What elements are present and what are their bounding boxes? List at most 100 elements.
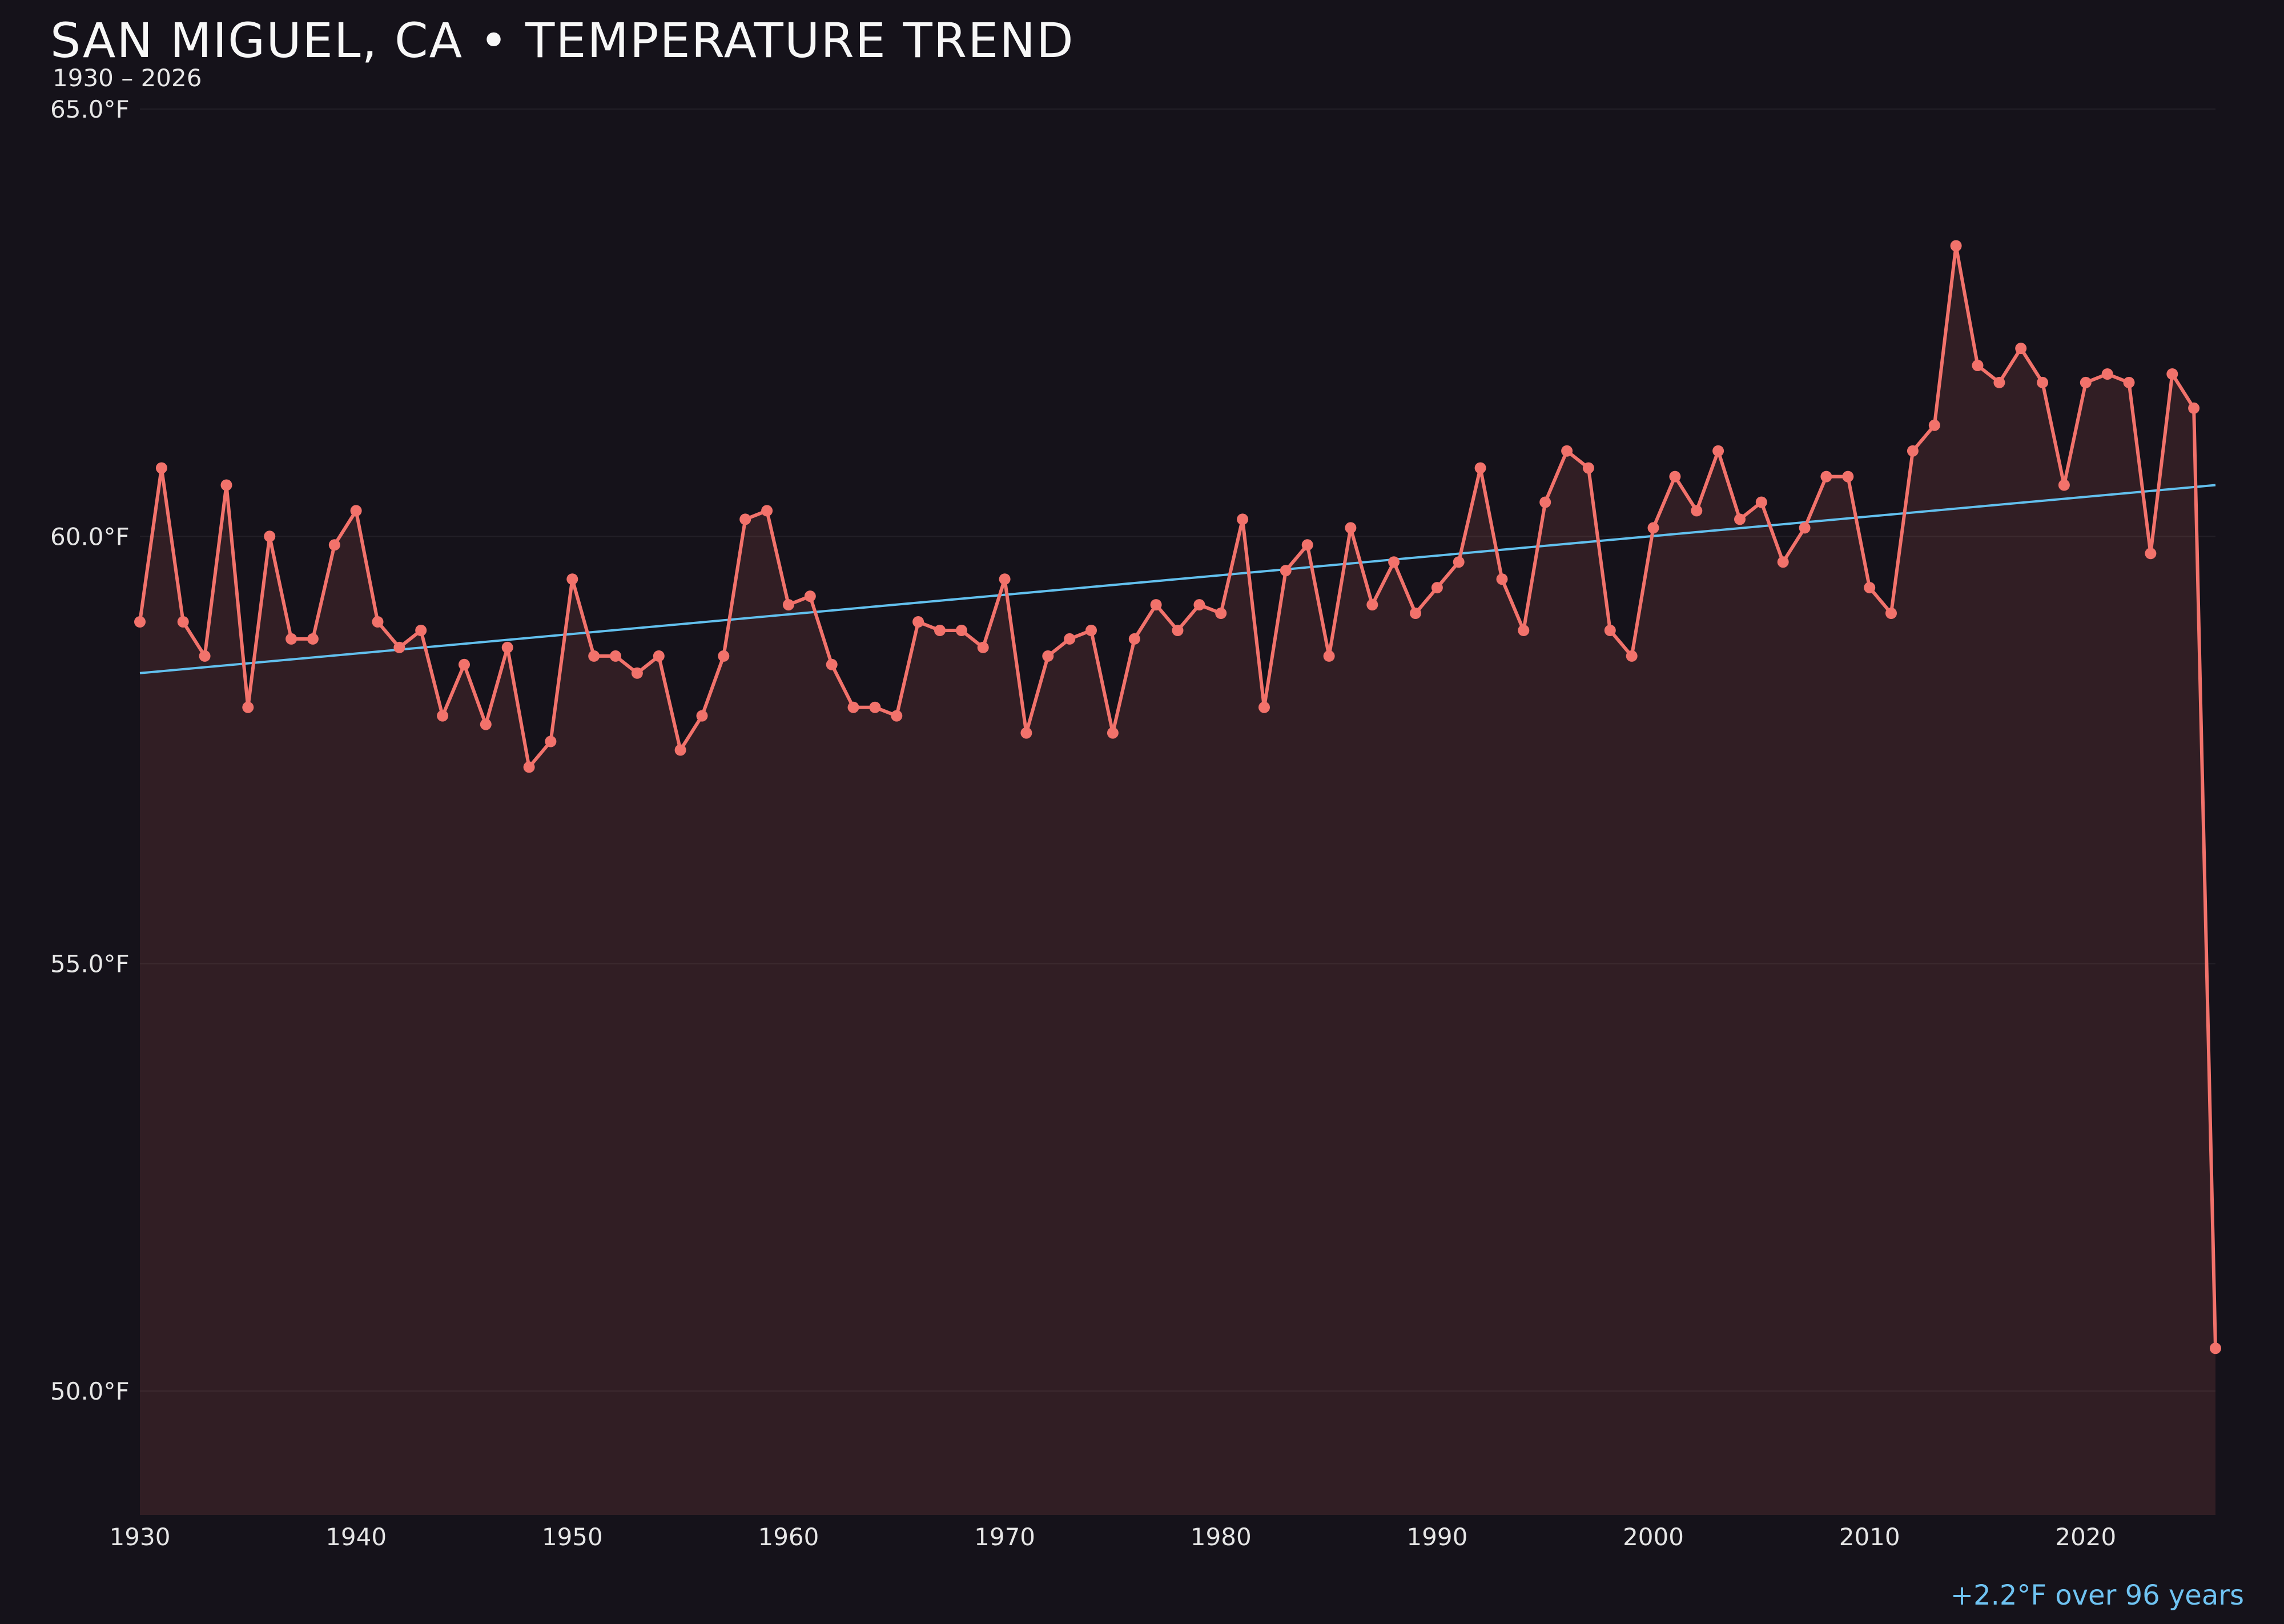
data-point [610,650,621,662]
data-point [286,633,297,645]
data-point [847,701,859,713]
trend-line [139,484,2216,674]
data-point [1972,360,1984,371]
data-point [955,625,967,636]
data-point [674,744,686,756]
trend-annotation: +2.2°F over 96 years [1950,1579,2244,1611]
data-point [393,641,405,653]
data-point [1582,462,1594,474]
data-point [134,616,146,628]
data-point [977,641,989,653]
data-point [869,701,881,713]
data-point [1496,573,1508,585]
data-point [415,625,427,636]
data-point [2015,343,2027,355]
data-point [480,718,492,730]
data-point [1193,599,1205,611]
data-point [1950,240,1962,252]
data-point [1431,582,1443,594]
x-tick-label: 1940 [325,1523,387,1551]
data-point [1561,445,1573,457]
data-point [566,573,578,585]
data-point [782,599,794,611]
data-point [2037,376,2049,388]
data-point [588,650,600,662]
data-point [1301,539,1313,551]
data-point [1107,727,1119,739]
data-point [2123,376,2135,388]
data-point [1734,513,1746,525]
data-point [199,650,211,662]
data-point [1712,445,1724,457]
data-point [934,625,946,636]
data-point [1366,599,1378,611]
x-tick-label: 1950 [542,1523,603,1551]
data-point [1647,522,1659,534]
data-point [1258,701,1270,713]
data-point [350,505,362,517]
x-tick-label: 1930 [110,1523,171,1551]
data-point [1020,727,1032,739]
data-point [242,701,254,713]
data-point [1864,582,1876,594]
data-point [220,479,232,491]
data-point [653,650,665,662]
chart-title: SAN MIGUEL, CA • TEMPERATURE TREND [50,13,1075,69]
data-point [2166,368,2178,380]
data-point [307,633,319,645]
data-point [1820,471,1832,483]
y-tick-label: 50.0°F [50,1377,130,1405]
data-point [1518,625,1530,636]
y-tick-label: 55.0°F [50,950,130,978]
data-point [1410,608,1421,619]
data-point [1842,471,1854,483]
data-point [718,650,730,662]
data-point [1150,599,1162,611]
data-point [1626,650,1638,662]
x-tick-label: 2010 [1839,1523,1900,1551]
x-tick-label: 1960 [758,1523,819,1551]
data-point [155,462,167,474]
data-point [1777,556,1789,568]
data-point [501,641,513,653]
data-point [804,590,816,602]
data-point [631,667,643,679]
data-point [372,616,384,628]
data-point [523,761,535,773]
data-point [2145,548,2157,560]
area-fill [140,246,2215,1515]
data-point [1345,522,1357,534]
data-point [264,530,276,542]
data-point [891,710,903,722]
data-point [1993,376,2005,388]
data-point [761,505,773,517]
data-point [1453,556,1465,568]
data-point [826,658,838,670]
data-point [2188,402,2200,414]
data-point [1172,625,1184,636]
data-point [1128,633,1140,645]
data-point [1215,608,1227,619]
data-point [437,710,449,722]
data-point [1085,625,1097,636]
data-point [177,616,189,628]
data-point [328,539,340,551]
data-point [1799,522,1811,534]
data-point [1237,513,1249,525]
data-point [459,658,470,670]
data-point [1669,471,1681,483]
data-point [2058,479,2070,491]
data-point [999,573,1011,585]
data-point [1539,496,1551,508]
data-point [2101,368,2113,380]
x-tick-label: 1980 [1191,1523,1252,1551]
data-point [739,513,751,525]
data-point [1474,462,1486,474]
data-point [2080,376,2092,388]
x-tick-label: 2020 [2055,1523,2116,1551]
x-tick-label: 1990 [1406,1523,1467,1551]
x-tick-label: 2000 [1623,1523,1684,1551]
data-point [1907,445,1919,457]
y-tick-label: 60.0°F [50,522,130,550]
data-point [545,735,557,747]
